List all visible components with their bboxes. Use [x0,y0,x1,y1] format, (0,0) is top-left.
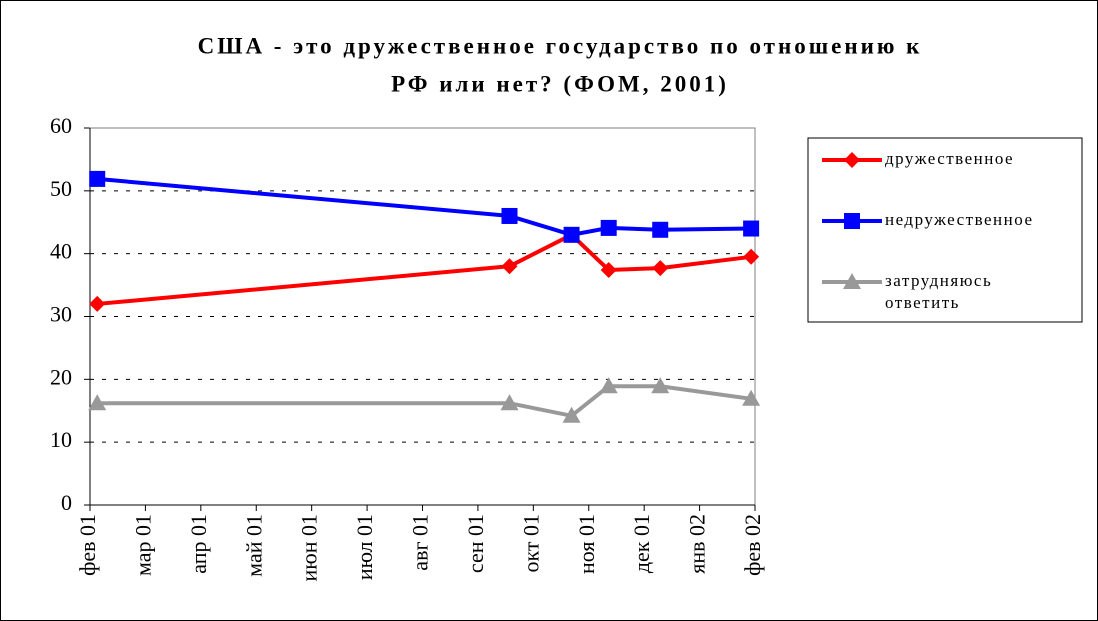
marker [600,219,617,236]
marker [563,226,580,243]
series-line [97,232,752,306]
marker [562,406,581,423]
series-line [97,176,752,237]
marker [843,273,861,289]
x-tick-label: авг 01 [408,514,433,571]
x-tick-label: фев 02 [740,514,765,576]
x-tick-label: дек 01 [629,514,654,573]
series-line [97,384,752,418]
y-tick-label: 30 [50,302,72,327]
legend-label: затрудняюсь ответить [885,271,992,312]
x-tick-label: окт 01 [518,514,543,573]
marker [89,295,106,312]
x-tick-label: ноя 01 [574,514,599,574]
y-tick-label: 40 [50,239,72,264]
marker [88,394,107,411]
marker [501,207,518,224]
x-tick-label: мар 01 [130,514,155,576]
marker [742,389,761,406]
marker [501,258,518,275]
y-tick-label: 20 [50,364,72,389]
marker [743,220,760,237]
legend-label: недружественное [885,210,1034,229]
y-tick-label: 0 [61,490,72,515]
marker [599,377,618,394]
marker [500,394,519,411]
y-tick-label: 10 [50,427,72,452]
chart-title: РФ или нет? (ФОМ, 2001) [391,71,729,96]
marker [652,260,669,277]
legend-label: дружественное [885,149,1014,168]
marker [651,377,670,394]
marker [844,152,860,168]
y-tick-label: 60 [50,113,72,138]
legend-box [807,137,1083,323]
marker [89,170,106,187]
marker [652,221,669,238]
x-tick-label: сен 01 [463,514,488,573]
marker [600,262,617,279]
x-tick-label: янв 02 [685,514,710,574]
x-tick-label: апр 01 [186,514,211,574]
x-tick-label: май 01 [241,514,266,577]
x-tick-label: фев 01 [75,514,100,576]
marker [743,248,760,265]
marker [844,213,860,229]
chart-title: США - это дружественное государство по о… [198,33,923,58]
y-tick-label: 50 [50,176,72,201]
x-tick-label: июн 01 [297,514,322,581]
x-tick-label: июл 01 [352,514,377,580]
